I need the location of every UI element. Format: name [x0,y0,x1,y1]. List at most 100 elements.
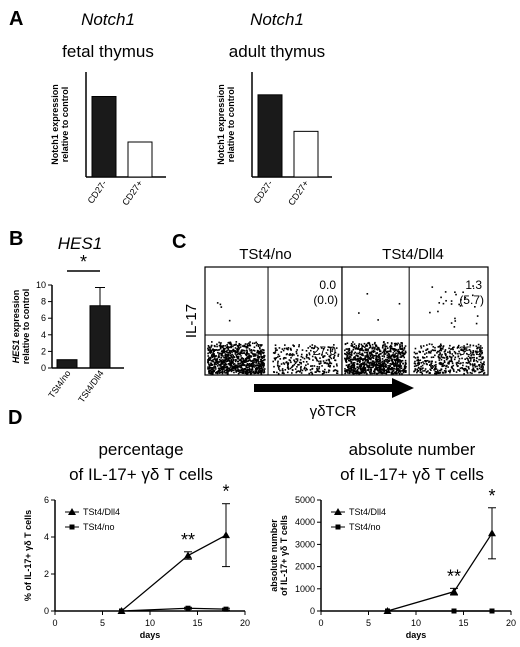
quadrant-value-paren-0: (0.0) [313,293,338,307]
y-tick-label-D2: 3000 [295,539,315,549]
facs-x-label: γδTCR [310,403,357,420]
bar-A2-CD27+ [293,130,319,178]
y-axis-label2-B: relative to control [21,289,31,365]
chart-title2-D2: of IL-17+ γδ T cells [340,465,484,484]
quadrant-value-paren-1: (5.7) [459,293,484,307]
y-tick-label-D1: 6 [44,495,49,505]
legend-label-D1: TSt4/Dll4 [83,507,120,517]
quadrant-value-0: 0.0 [319,278,336,292]
chart-subtitle-A2: adult thymus [229,42,325,61]
chart-title-A2: Notch1 [250,10,304,29]
point-square-D2 [385,608,390,614]
y-tick-label-D2: 1000 [295,584,315,594]
facs-dots-0 [207,302,340,375]
x-tick-label-D2: 15 [458,618,468,628]
x-tick-label-D2: 0 [318,618,323,628]
chart-subtitle-A1: fetal thymus [62,42,154,61]
chart-title-B: HES1 [58,234,102,253]
y-tick-label-D2: 2000 [295,562,315,572]
legend-square-D2 [335,524,341,530]
y-tick-label-D2: 5000 [295,495,315,505]
x-axis-label-D2: days [406,630,427,640]
facs-dots-1 [344,285,486,375]
y-axis-label-gene-B: HES1 [11,337,21,363]
x-tick-label-B: TSt4/no [46,368,72,400]
gd-tcr-arrow [254,378,414,398]
quadrant-value-1: 1.3 [465,278,482,292]
y-tick-label-B: 0 [41,363,46,373]
point-triangle-D1 [184,551,192,559]
legend-square-D1 [69,524,75,530]
significance-star-D2: ** [447,566,461,586]
quadrant-value-lower-1: 35.2 [459,344,483,358]
legend-label-D1: TSt4/no [83,522,115,532]
significance-star-B: * [80,252,87,272]
chart-title-D1: percentage [98,440,183,459]
bar-B-1 [89,305,111,369]
x-tick-label-D2: 20 [506,618,516,628]
legend-label-D2: TSt4/Dll4 [349,507,386,517]
series-line-D2-0 [387,532,493,612]
x-tick-label-D1: 20 [240,618,250,628]
y-tick-label-D2: 4000 [295,517,315,527]
point-square-D1 [223,606,229,612]
point-square-D1 [119,608,124,614]
x-tick-label-D2: 5 [366,618,371,628]
x-tick-label-D1: 15 [192,618,202,628]
y-tick-label-D2: 0 [310,606,315,616]
quadrant-value-lower-0: 27.0 [313,344,337,358]
bar-A1-CD27- [91,96,117,178]
bar-A1-CD27+ [127,141,153,178]
y-axis-label2-A1: relative to control [60,87,70,163]
y-tick-label-D1: 0 [44,606,49,616]
x-tick-label-A2: CD27- [252,178,275,205]
point-square-D2 [451,608,457,614]
y-axis-label-D2: absolute number [269,519,279,592]
y-tick-label-D1: 2 [44,569,49,579]
point-square-D1 [185,605,191,611]
facs-title-1: TSt4/Dll4 [382,246,444,263]
y-axis-label-D1: % of IL-17+ γδ T cells [23,510,33,601]
y-tick-label-B: 10 [36,280,46,290]
point-triangle-D1 [222,531,230,539]
x-tick-label-D1: 5 [100,618,105,628]
facs-title-0: TSt4/no [239,246,292,263]
facs-plot-0 [204,266,343,376]
y-tick-label-B: 8 [41,297,46,307]
bar-A2-CD27- [257,94,283,178]
significance-star-D1: ** [181,530,195,550]
series-line-D1-0 [121,534,227,612]
y-axis-label-A2: Notch1 expression [216,84,226,165]
x-tick-label-D1: 10 [145,618,155,628]
x-tick-label-A2: CD27+ [286,178,310,207]
x-tick-label-A1: CD27+ [120,178,144,207]
chart-title2-D1: of IL-17+ γδ T cells [69,465,213,484]
chart-title-A1: Notch1 [81,10,135,29]
y-tick-label-B: 6 [41,313,46,323]
x-tick-label-D1: 0 [52,618,57,628]
panel-letter-d: D [8,407,22,429]
y-tick-label-B: 2 [41,346,46,356]
x-tick-label-B: TSt4/Dll4 [76,368,105,404]
x-tick-label-A1: CD27- [86,178,109,205]
bar-B-0 [56,359,78,369]
significance-star-D1: * [222,482,229,502]
panel-letter-c: C [172,231,186,253]
y-axis-label-text-B: expression [11,290,21,338]
y-tick-label-D1: 4 [44,532,49,542]
chart-title-D2: absolute number [349,440,476,459]
legend-triangle-D2 [334,508,342,515]
facs-y-label: IL-17 [183,304,200,338]
x-axis-label-D1: days [140,630,161,640]
point-triangle-D2 [450,587,458,595]
y-axis-label2-D2: of IL-17+ γδ T cells [279,515,289,596]
point-square-D2 [489,608,495,614]
point-triangle-D2 [488,529,496,537]
panel-letter-b: B [9,228,23,250]
x-tick-label-D2: 10 [411,618,421,628]
y-axis-label-B: HES1 expression [11,290,21,364]
y-tick-label-B: 4 [41,330,46,340]
legend-label-D2: TSt4/no [349,522,381,532]
legend-triangle-D1 [68,508,76,515]
